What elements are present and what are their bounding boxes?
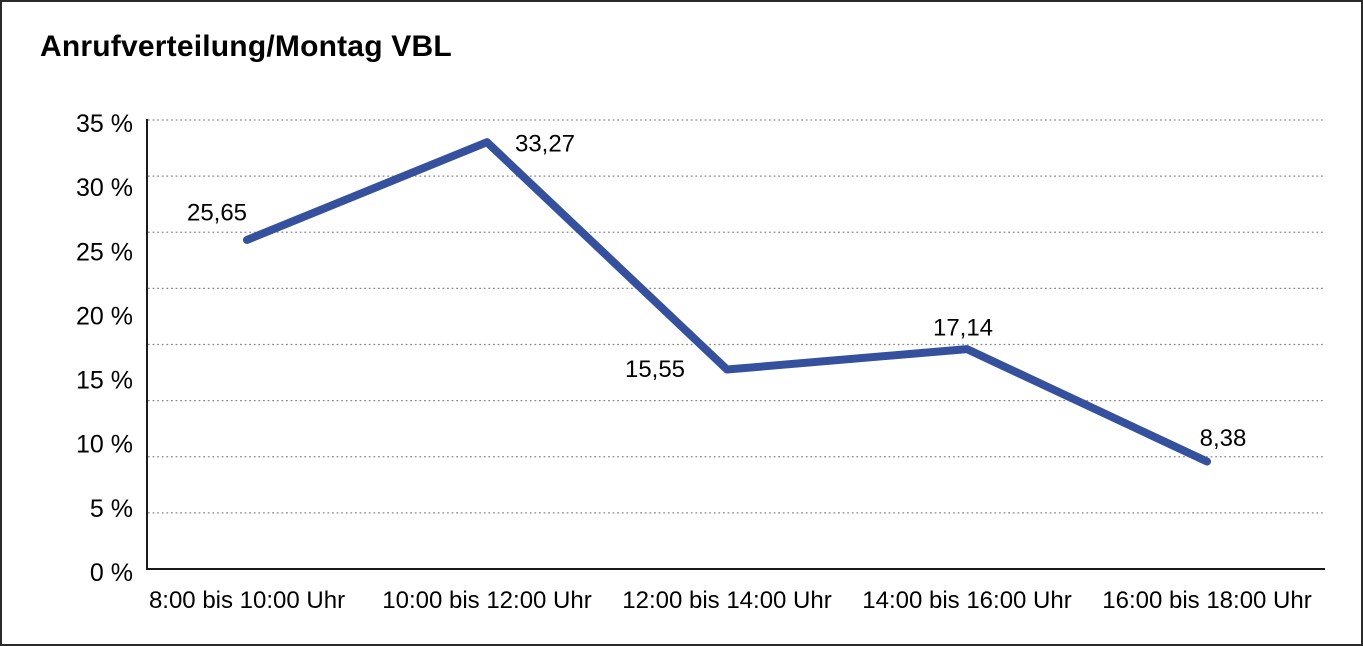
y-axis-tick-label: 5 %	[90, 495, 133, 523]
data-point-label: 33,27	[515, 131, 575, 158]
data-point-label: 8,38	[1200, 425, 1247, 452]
chart-title: Anrufverteilung/Montag VBL	[40, 30, 452, 63]
y-axis-tick-label: 0 %	[90, 559, 133, 587]
y-axis-tick-label: 30 %	[76, 174, 133, 202]
data-point-label: 15,55	[625, 356, 685, 383]
data-series-line	[243, 138, 1211, 466]
x-axis-tick-label: 14:00 bis 16:00 Uhr	[862, 587, 1071, 614]
x-axis-tick-label: 10:00 bis 12:00 Uhr	[382, 587, 591, 614]
y-axis-tick-label: 25 %	[76, 238, 133, 266]
y-axis-tick-label: 10 %	[76, 431, 133, 459]
data-point-label: 17,14	[933, 315, 993, 342]
data-point-label: 25,65	[187, 199, 247, 226]
y-axis-tick-label: 20 %	[76, 302, 133, 330]
y-axis-tick-label: 15 %	[76, 367, 133, 395]
x-axis-tick-label: 12:00 bis 14:00 Uhr	[622, 587, 831, 614]
y-axis-tick-label: 35 %	[76, 110, 133, 138]
x-axis-tick-label: 16:00 bis 18:00 Uhr	[1102, 587, 1311, 614]
x-axis-tick-label: 8:00 bis 10:00 Uhr	[149, 587, 345, 614]
